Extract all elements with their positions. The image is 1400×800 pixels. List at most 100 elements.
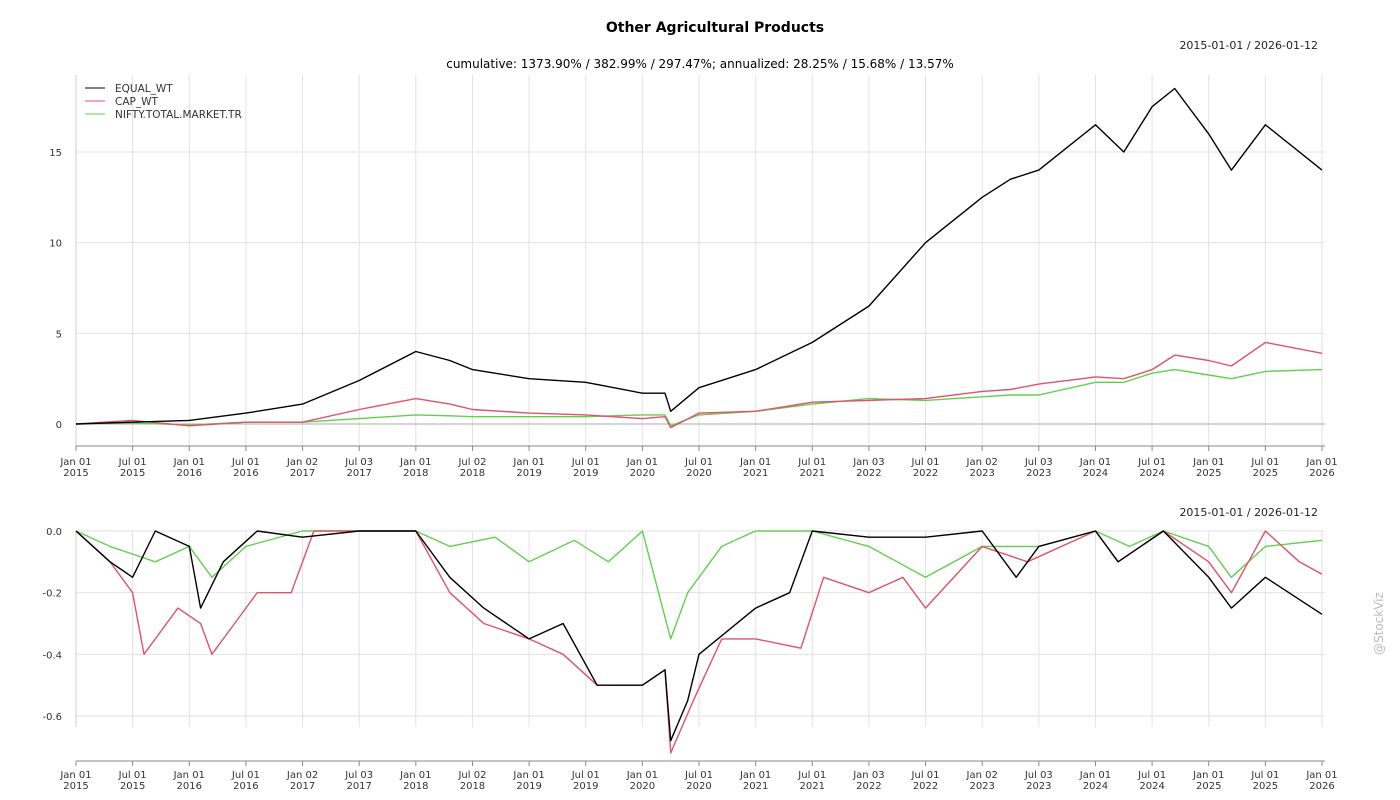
- series-line-equal-wt: [75, 530, 1323, 742]
- x-tick-label-line1: Jul 01: [231, 770, 260, 781]
- x-tick-label-line1: Jul 01: [684, 457, 713, 468]
- x-tick-label-line1: Jan 01: [739, 770, 771, 781]
- x-tick-label-line2: 2017: [290, 781, 315, 792]
- x-tick-label-line1: Jan 02: [966, 457, 998, 468]
- x-tick-label-line2: 2025: [1196, 468, 1221, 479]
- x-tick-label-line1: Jan 01: [399, 770, 431, 781]
- x-tick-label-line1: Jan 03: [852, 457, 884, 468]
- x-tick-label-line2: 2018: [403, 781, 428, 792]
- x-tick-label-line2: 2021: [743, 468, 768, 479]
- x-tick-label-line1: Jan 01: [1079, 770, 1111, 781]
- x-tick-label-line2: 2017: [290, 468, 315, 479]
- y-tick-label: 0: [56, 420, 62, 431]
- series-line-nifty-total-market-tr: [75, 530, 1323, 640]
- x-tick-label-line2: 2024: [1083, 468, 1108, 479]
- y-tick-label: -0.4: [42, 650, 62, 661]
- x-tick-label-line1: Jan 02: [286, 770, 318, 781]
- x-tick-label-line1: Jul 03: [344, 770, 373, 781]
- x-tick-label-line2: 2019: [516, 781, 541, 792]
- x-tick-label-line1: Jul 01: [1137, 770, 1166, 781]
- series-line-nifty-total-market-tr: [75, 368, 1323, 427]
- x-tick-label-line2: 2024: [1083, 781, 1108, 792]
- x-tick-label-line2: 2021: [800, 468, 825, 479]
- x-tick-label-line2: 2022: [913, 781, 938, 792]
- x-tick-label-line2: 2026: [1309, 781, 1334, 792]
- x-tick-label-line2: 2023: [969, 781, 994, 792]
- watermark: @StockViz: [1372, 592, 1386, 655]
- y-tick-label: -0.2: [42, 589, 62, 600]
- x-tick-label-line1: Jan 01: [512, 457, 544, 468]
- x-tick-label-line1: Jul 01: [118, 770, 147, 781]
- x-tick-label-line2: 2015: [120, 781, 145, 792]
- x-tick-label-line1: Jan 01: [1079, 457, 1111, 468]
- x-tick-label-line2: 2020: [630, 468, 655, 479]
- x-tick-label-line1: Jan 02: [286, 457, 318, 468]
- chart-title: Other Agricultural Products: [605, 20, 825, 36]
- x-tick-label-line2: 2020: [686, 468, 711, 479]
- x-tick-label-line1: Jan 01: [626, 770, 658, 781]
- x-tick-label-line1: Jul 01: [797, 457, 826, 468]
- x-tick-label-line2: 2021: [743, 781, 768, 792]
- x-tick-label-line2: 2022: [913, 468, 938, 479]
- x-tick-label-line2: 2015: [63, 781, 88, 792]
- x-tick-label-line1: Jan 02: [966, 770, 998, 781]
- x-tick-label-line1: Jul 02: [457, 770, 486, 781]
- x-tick-label-line1: Jul 01: [1250, 457, 1279, 468]
- x-tick-label-line1: Jul 01: [571, 770, 600, 781]
- legend-label: CAP_WT: [115, 96, 158, 108]
- x-tick-label-line1: Jul 01: [911, 457, 940, 468]
- x-tick-label-line2: 2024: [1139, 781, 1164, 792]
- x-tick-label-line2: 2025: [1253, 468, 1278, 479]
- x-tick-label-line1: Jan 01: [59, 770, 91, 781]
- x-tick-label-line1: Jan 01: [1305, 457, 1337, 468]
- legend-label: EQUAL_WT: [115, 83, 173, 95]
- x-tick-label-line2: 2018: [403, 468, 428, 479]
- x-tick-label-line1: Jan 01: [626, 457, 658, 468]
- y-tick-label: 5: [56, 329, 62, 340]
- x-tick-label-line2: 2022: [856, 468, 881, 479]
- x-tick-label-line1: Jan 01: [1305, 770, 1337, 781]
- x-tick-label-line1: Jul 01: [1137, 457, 1166, 468]
- x-tick-label-line1: Jul 01: [1250, 770, 1279, 781]
- x-tick-label-line1: Jan 03: [852, 770, 884, 781]
- series-line-equal-wt: [75, 87, 1323, 425]
- x-tick-label-line1: Jul 01: [911, 770, 940, 781]
- x-tick-label-line2: 2020: [686, 781, 711, 792]
- x-tick-label-line2: 2025: [1196, 781, 1221, 792]
- x-tick-label-line1: Jul 03: [344, 457, 373, 468]
- series-line-cap-wt: [75, 341, 1323, 429]
- x-tick-label-line1: Jan 01: [512, 770, 544, 781]
- x-tick-label-line1: Jan 01: [173, 457, 205, 468]
- x-tick-label-line1: Jan 01: [739, 457, 771, 468]
- y-tick-label: 0.0: [46, 527, 62, 538]
- x-tick-label-line2: 2018: [460, 468, 485, 479]
- x-tick-label-line2: 2017: [346, 781, 371, 792]
- y-tick-label: 10: [49, 239, 62, 250]
- x-tick-label-line1: Jan 01: [399, 457, 431, 468]
- x-tick-label-line2: 2026: [1309, 468, 1334, 479]
- x-tick-label-line2: 2016: [177, 468, 202, 479]
- legend-label: NIFTY.TOTAL.MARKET.TR: [115, 109, 242, 121]
- x-tick-label-line1: Jul 03: [1024, 457, 1053, 468]
- x-tick-label-line2: 2021: [800, 781, 825, 792]
- x-tick-label-line2: 2016: [233, 781, 258, 792]
- date-range-bottom: 2015-01-01 / 2026-01-12: [1179, 506, 1318, 519]
- x-tick-label-line1: Jul 01: [118, 457, 147, 468]
- x-tick-label-line1: Jan 01: [59, 457, 91, 468]
- x-tick-label-line1: Jan 01: [1192, 457, 1224, 468]
- x-tick-label-line2: 2023: [1026, 468, 1051, 479]
- x-tick-label-line1: Jan 01: [173, 770, 205, 781]
- x-tick-label-line2: 2020: [630, 781, 655, 792]
- x-tick-label-line2: 2024: [1139, 468, 1164, 479]
- x-tick-label-line2: 2019: [516, 468, 541, 479]
- x-tick-label-line2: 2015: [63, 468, 88, 479]
- x-tick-label-line2: 2025: [1253, 781, 1278, 792]
- x-tick-label-line1: Jul 01: [231, 457, 260, 468]
- x-tick-label-line2: 2019: [573, 781, 598, 792]
- chart-subtitle: cumulative: 1373.90% / 382.99% / 297.47%…: [446, 57, 954, 71]
- x-tick-label-line2: 2023: [1026, 781, 1051, 792]
- x-tick-label-line1: Jul 01: [571, 457, 600, 468]
- x-tick-label-line1: Jul 01: [797, 770, 826, 781]
